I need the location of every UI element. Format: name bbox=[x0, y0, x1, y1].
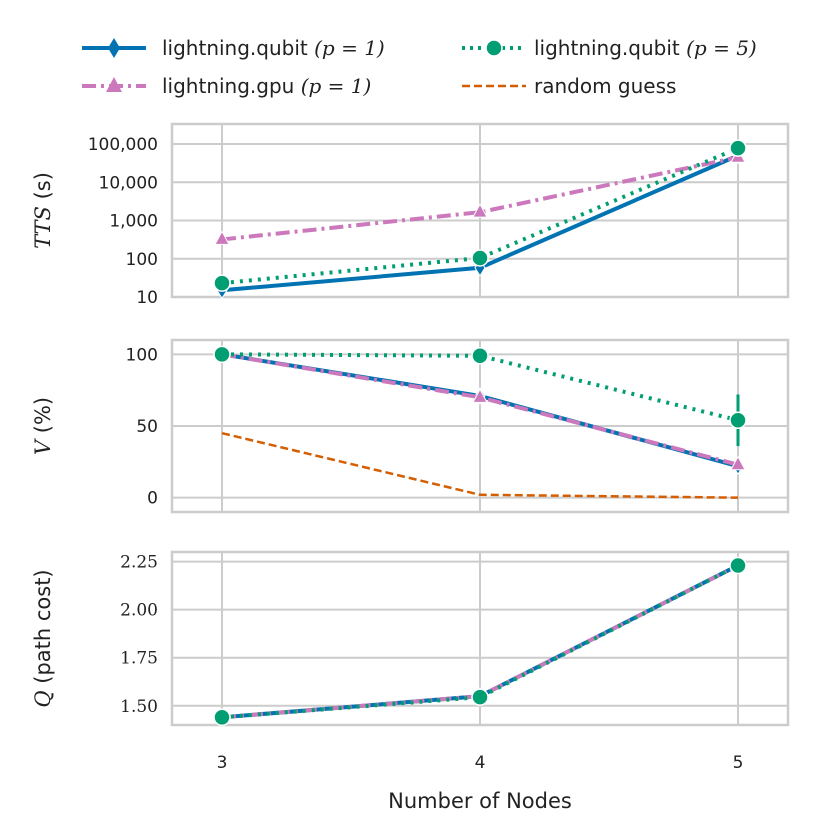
data-point-qubit5 bbox=[471, 688, 489, 706]
legend-marker-triangle bbox=[106, 77, 122, 92]
legend-label-random: random guess bbox=[534, 74, 676, 98]
data-point-gpu1 bbox=[472, 203, 488, 218]
legend-label-gpu1: lightning.gpu (p = 1) bbox=[162, 74, 371, 98]
data-point-qubit5 bbox=[213, 708, 231, 727]
y-tick-label: 2.00 bbox=[120, 601, 158, 621]
series-line-qubit5 bbox=[221, 563, 739, 720]
series-line-gpu1 bbox=[221, 155, 739, 242]
data-point-qubit5 bbox=[729, 139, 747, 157]
x-tick-label: 3 bbox=[217, 753, 228, 773]
y-tick-label: 1.75 bbox=[120, 649, 158, 669]
y-tick-label: 1,000 bbox=[109, 212, 158, 232]
y-tick-label: 1.50 bbox=[120, 697, 158, 717]
legend-marker-circle bbox=[485, 39, 503, 57]
x-tick-label: 5 bbox=[733, 753, 744, 773]
y-axis-title: V (%) bbox=[31, 397, 55, 455]
y-tick-label: 10 bbox=[136, 288, 158, 308]
panel-tts: 10 100 1,000 10,000 100,000 TTS (s) bbox=[31, 122, 790, 308]
y-tick-label: 2.25 bbox=[120, 553, 158, 573]
data-point-qubit5 bbox=[213, 345, 231, 364]
data-point-qubit5 bbox=[729, 411, 747, 430]
series-line-random bbox=[221, 431, 739, 499]
y-tick-label: 100,000 bbox=[88, 135, 158, 155]
y-tick-label: 10,000 bbox=[99, 173, 158, 193]
data-point-qubit5 bbox=[213, 274, 231, 292]
plot-frame bbox=[170, 550, 790, 727]
data-point-qubit5 bbox=[729, 556, 747, 575]
series-line-gpu1 bbox=[221, 352, 739, 467]
x-tick-label: 4 bbox=[475, 753, 486, 773]
legend-label-qubit1: lightning.qubit (p = 1) bbox=[162, 36, 385, 60]
plot-frame bbox=[170, 338, 790, 514]
data-point-gpu1 bbox=[730, 455, 746, 471]
legend-item-qubit5: lightning.qubit (p = 5) bbox=[462, 36, 757, 60]
data-point-qubit5 bbox=[471, 347, 489, 365]
plot-frame bbox=[170, 122, 790, 299]
y-tick-label: 100 bbox=[126, 345, 158, 365]
legend-item-random: random guess bbox=[462, 74, 676, 98]
y-axis-title: TTS (s) bbox=[31, 172, 55, 249]
y-axis-title: Q (path cost) bbox=[31, 569, 55, 707]
y-tick-label: 0 bbox=[147, 489, 158, 509]
legend-marker-diamond bbox=[108, 38, 120, 58]
y-tick-label: 50 bbox=[136, 417, 158, 437]
legend-item-qubit1: lightning.qubit (p = 1) bbox=[82, 36, 385, 60]
panel-path-cost: 1.50 1.75 2.00 2.25 Q (path cost) bbox=[31, 550, 790, 727]
x-axis: 3 4 5 Number of Nodes bbox=[217, 753, 744, 813]
legend: lightning.qubit (p = 1) lightning.gpu (p… bbox=[82, 36, 757, 98]
data-point-gpu1 bbox=[214, 230, 230, 245]
legend-item-gpu1: lightning.gpu (p = 1) bbox=[82, 74, 371, 98]
data-point-gpu1 bbox=[472, 388, 488, 403]
data-point-qubit5 bbox=[471, 249, 489, 267]
y-tick-label: 100 bbox=[126, 250, 158, 270]
panel-validity: 0 50 100 V (%) bbox=[31, 338, 790, 514]
x-axis-title: Number of Nodes bbox=[388, 789, 572, 813]
legend-label-qubit5: lightning.qubit (p = 5) bbox=[534, 36, 757, 60]
